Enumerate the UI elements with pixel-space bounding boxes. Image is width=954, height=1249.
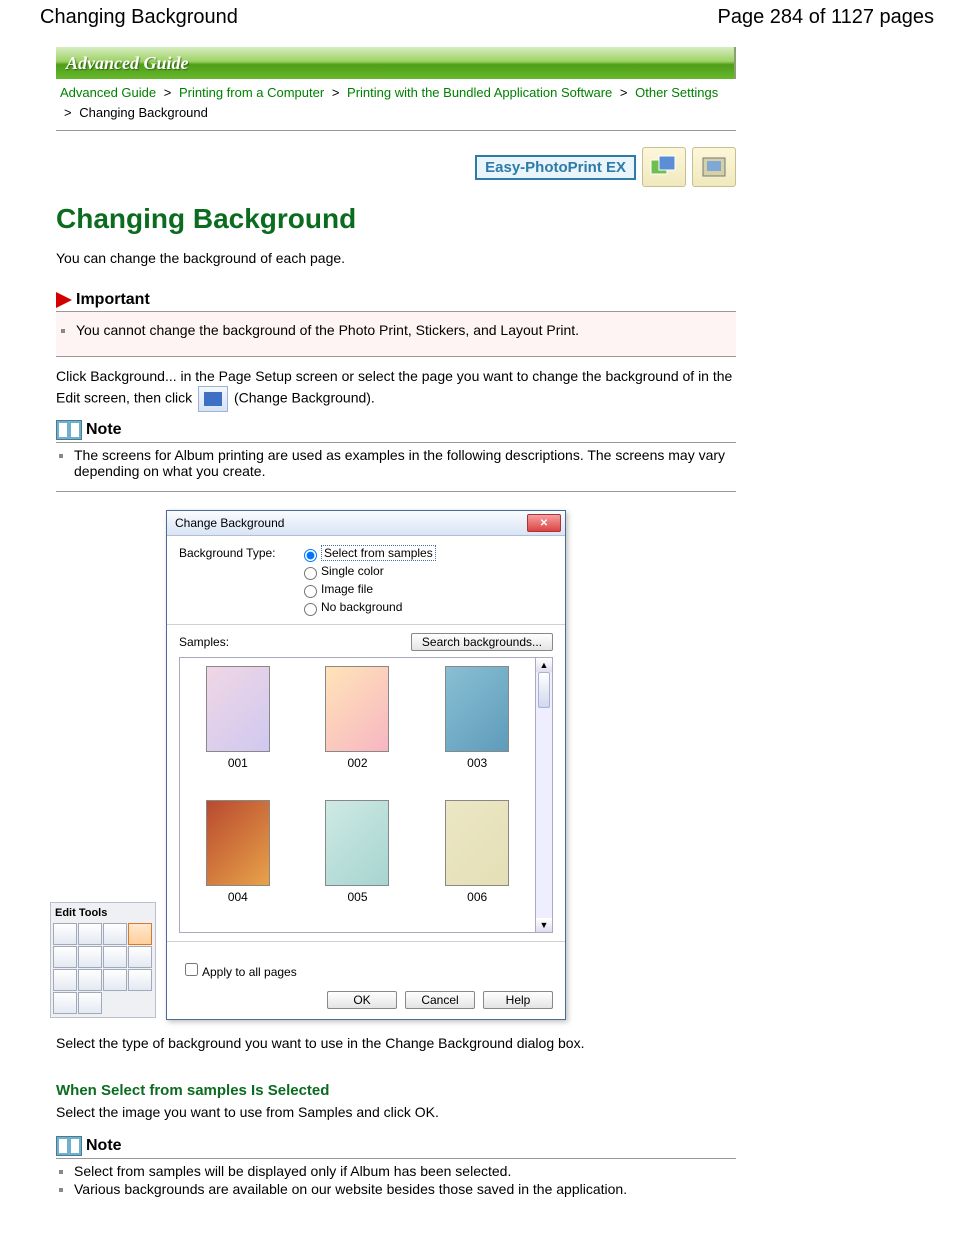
dialog-title: Change Background (175, 516, 284, 530)
tool-button[interactable] (53, 946, 77, 968)
search-backgrounds-button[interactable]: Search backgrounds... (411, 633, 553, 651)
breadcrumb-link-4[interactable]: Other Settings (635, 85, 718, 100)
note2-item1: Select from samples will be displayed on… (74, 1163, 511, 1179)
note-icon (56, 1136, 82, 1156)
breadcrumb-link-1[interactable]: Advanced Guide (60, 85, 156, 100)
change-background-dialog: Change Background ✕ Background Type: Sel… (166, 510, 566, 1020)
note-heading-2: Note (86, 1137, 122, 1155)
sample-thumb[interactable]: 006 (427, 800, 527, 924)
page-title-left: Changing Background (40, 6, 238, 29)
tool-button-change-background[interactable] (128, 923, 152, 945)
note2-item2: Various backgrounds are available on our… (74, 1181, 627, 1197)
samples-label: Samples: (179, 635, 229, 649)
page-counter: Page 284 of 1127 pages (718, 6, 934, 29)
tool-button[interactable] (78, 946, 102, 968)
ok-button[interactable]: OK (327, 991, 397, 1009)
tool-button[interactable] (103, 946, 127, 968)
sample-thumb[interactable]: 005 (308, 800, 408, 924)
app-icon-album (692, 147, 736, 187)
samples-grid: 001 002 003 004 005 006 (179, 657, 536, 933)
sample-thumb[interactable]: 003 (427, 666, 527, 790)
sample-thumb[interactable]: 004 (188, 800, 288, 924)
tool-button[interactable] (103, 923, 127, 945)
important-flag-icon (56, 292, 72, 308)
guide-banner: Advanced Guide (56, 47, 736, 79)
tool-button[interactable] (103, 969, 127, 991)
note-icon (56, 420, 82, 440)
tool-button[interactable] (53, 923, 77, 945)
help-button[interactable]: Help (483, 991, 553, 1009)
change-background-toolbar-icon (198, 386, 228, 412)
scroll-up-button[interactable]: ▲ (536, 658, 552, 672)
radio-image-file[interactable]: Image file (299, 580, 436, 598)
sample-thumb[interactable]: 001 (188, 666, 288, 790)
scroll-down-button[interactable]: ▼ (536, 918, 552, 932)
apply-to-all-pages-checkbox[interactable]: Apply to all pages (181, 965, 297, 979)
edit-tools-palette: Edit Tools (50, 902, 156, 1018)
tool-button[interactable] (53, 992, 77, 1014)
after-dialog-text: Select the type of background you want t… (56, 1034, 736, 1054)
cancel-button[interactable]: Cancel (405, 991, 475, 1009)
note-heading-1: Note (86, 421, 122, 439)
dialog-close-button[interactable]: ✕ (527, 514, 561, 532)
breadcrumb-link-3[interactable]: Printing with the Bundled Application So… (347, 85, 612, 100)
tool-button[interactable] (128, 946, 152, 968)
instruction-text: Click Background... in the Page Setup sc… (56, 367, 736, 413)
tool-button[interactable] (128, 969, 152, 991)
edit-tools-title: Edit Tools (53, 905, 153, 923)
bg-type-label: Background Type: (179, 544, 299, 560)
easy-photoprint-logo: Easy-PhotoPrint EX (475, 155, 636, 180)
intro-text: You can change the background of each pa… (56, 249, 736, 269)
radio-no-background[interactable]: No background (299, 598, 436, 616)
tool-button[interactable] (78, 969, 102, 991)
important-heading: Important (76, 291, 150, 309)
breadcrumb: Advanced Guide > Printing from a Compute… (56, 79, 736, 131)
breadcrumb-link-2[interactable]: Printing from a Computer (179, 85, 324, 100)
important-item: You cannot change the background of the … (76, 322, 579, 338)
main-title: Changing Background (56, 203, 736, 235)
scroll-thumb[interactable] (538, 672, 550, 708)
tool-button[interactable] (78, 923, 102, 945)
samples-scrollbar[interactable]: ▲ ▼ (536, 657, 553, 933)
section-select-from-samples-title: When Select from samples Is Selected (56, 1082, 736, 1099)
note1-item: The screens for Album printing are used … (74, 447, 725, 479)
radio-select-from-samples[interactable]: Select from samples (299, 544, 436, 562)
tool-button[interactable] (53, 969, 77, 991)
section-select-from-samples-text: Select the image you want to use from Sa… (56, 1103, 736, 1123)
breadcrumb-current: Changing Background (79, 105, 208, 120)
radio-single-color[interactable]: Single color (299, 562, 436, 580)
tool-button[interactable] (78, 992, 102, 1014)
sample-thumb[interactable]: 002 (308, 666, 408, 790)
app-icon-photos (642, 147, 686, 187)
